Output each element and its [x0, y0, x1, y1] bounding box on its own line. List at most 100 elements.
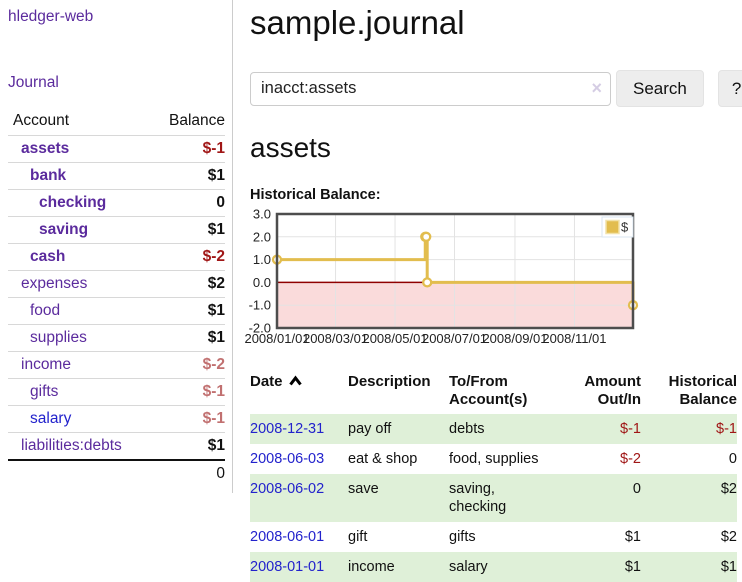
transaction-accounts: debts	[449, 420, 485, 437]
account-row: liabilities:debts $1	[8, 432, 225, 460]
svg-text:2008/09/01: 2008/09/01	[482, 331, 547, 346]
sidebar: hledger-web Journal Account Balance asse…	[0, 0, 233, 493]
transaction-description: eat & shop	[348, 450, 418, 467]
register-header-date[interactable]: Date	[250, 371, 348, 414]
account-balance: 0	[149, 189, 225, 217]
account-row: expenses $2	[8, 270, 225, 298]
transaction-amount: 0	[632, 480, 641, 497]
transaction-accounts: food, supplies	[449, 450, 539, 467]
svg-text:2.0: 2.0	[253, 229, 271, 244]
sort-ascending-icon	[288, 375, 302, 386]
transaction-balance: $2	[720, 529, 737, 546]
accounts-total-value: 0	[149, 459, 225, 487]
transaction-description: income	[348, 559, 395, 576]
transaction-date-link[interactable]: 2008-01-01	[250, 559, 325, 576]
account-link-checking[interactable]: checking	[39, 194, 107, 211]
search-help-button[interactable]: ?	[717, 70, 742, 107]
accounts-table: Account Balance assets $-1 bank $1 checkin…	[8, 109, 225, 487]
transaction-row: 2008-06-02 save saving, checking 0 $2	[250, 473, 737, 523]
transaction-row: 2008-06-03 eat & shop food, supplies $-2…	[250, 444, 737, 474]
account-row: salary $-1	[8, 405, 225, 433]
account-link-liabilities-debts[interactable]: liabilities:debts	[21, 437, 122, 454]
svg-text:0.0: 0.0	[253, 275, 271, 290]
accounts-header-balance: Balance	[149, 109, 225, 136]
transaction-balance: $-1	[716, 420, 737, 437]
transaction-row: 2008-06-01 gift gifts $1 $2	[250, 522, 737, 552]
transaction-amount: $1	[624, 559, 641, 576]
transaction-row: 2008-01-01 income salary $1 $1	[250, 552, 737, 582]
app-title-link[interactable]: hledger-web	[8, 8, 94, 25]
account-balance: $-2	[149, 243, 225, 271]
transaction-description: pay off	[348, 420, 392, 437]
transaction-row: 2008-12-31 pay off debts $-1 $-1	[250, 413, 737, 444]
transaction-balance: $2	[720, 480, 737, 497]
svg-text:1.0: 1.0	[253, 252, 271, 267]
svg-text:2008/07/01: 2008/07/01	[422, 331, 487, 346]
sidebar-item-journal[interactable]: Journal	[8, 74, 59, 91]
account-balance: $1	[149, 162, 225, 190]
account-row: supplies $1	[8, 324, 225, 352]
account-balance: $2	[149, 270, 225, 298]
account-link-income[interactable]: income	[21, 356, 71, 373]
svg-text:3.0: 3.0	[253, 207, 271, 222]
account-row: saving $1	[8, 216, 225, 244]
transaction-date-link[interactable]: 2008-06-01	[250, 529, 325, 546]
account-link-expenses[interactable]: expenses	[21, 275, 88, 292]
svg-text:-1.0: -1.0	[249, 298, 271, 313]
balance-chart: 3.0 2.0 1.0 0.0 -1.0 -2.02008/01/012008/03/01…	[244, 207, 639, 346]
account-link-supplies[interactable]: supplies	[30, 329, 87, 346]
svg-text:2008/03/01: 2008/03/01	[303, 331, 368, 346]
transaction-accounts: salary	[449, 559, 488, 576]
account-balance: $-1	[149, 378, 225, 406]
search-input[interactable]	[250, 71, 611, 106]
account-row: bank $1	[8, 162, 225, 190]
account-link-food[interactable]: food	[30, 302, 61, 319]
account-balance: $-1	[149, 405, 225, 433]
transaction-date-link[interactable]: 2008-12-31	[250, 420, 325, 437]
account-link-gifts[interactable]: gifts	[30, 383, 59, 400]
register-header-accounts: To/From Account(s)	[449, 373, 528, 409]
svg-text:2008/11/01: 2008/11/01	[542, 331, 606, 346]
account-balance: $-1	[202, 140, 225, 157]
transaction-description: save	[348, 480, 379, 497]
svg-text:2008/01/01: 2008/01/01	[244, 331, 309, 346]
page-title: sample.journal	[250, 4, 465, 41]
register-header-amount: Amount Out/In	[584, 373, 641, 409]
search-bar: × Search ?	[250, 70, 742, 107]
account-row: gifts $-1	[8, 378, 225, 406]
transaction-balance: 0	[728, 450, 737, 467]
account-link-cash[interactable]: cash	[30, 248, 66, 265]
account-link-bank[interactable]: bank	[30, 167, 67, 184]
account-row: food $1	[8, 297, 225, 325]
main-content: sample.journal × Search ? assets Histori…	[233, 0, 742, 582]
account-balance: $-2	[149, 351, 225, 379]
account-link-salary[interactable]: salary	[30, 410, 72, 427]
transaction-amount: $1	[624, 529, 641, 546]
transaction-amount: $-2	[620, 450, 641, 467]
clear-search-icon[interactable]: ×	[591, 77, 602, 98]
svg-text:-2.0: -2.0	[249, 321, 271, 336]
svg-text:$: $	[621, 220, 629, 235]
transaction-accounts: saving, checking	[449, 480, 507, 515]
transaction-balance: $1	[720, 559, 737, 576]
register-table: Date Description To/From Account(s) Amou…	[250, 371, 737, 582]
transaction-date-link[interactable]: 2008-06-03	[250, 450, 325, 467]
transaction-description: gift	[348, 529, 368, 546]
account-balance: $1	[149, 432, 225, 460]
transaction-amount: $-1	[620, 420, 641, 437]
account-link-assets[interactable]: assets	[21, 140, 70, 157]
accounts-header-account: Account	[8, 109, 150, 136]
svg-text:2008/05/01: 2008/05/01	[362, 331, 427, 346]
account-row: assets $-1	[8, 136, 225, 163]
account-row: cash $-2	[8, 243, 225, 271]
account-balance: $1	[149, 297, 225, 325]
account-row: checking 0	[8, 189, 225, 217]
chart-title: Historical Balance:	[250, 187, 381, 203]
account-row: income $-2	[8, 351, 225, 379]
search-button[interactable]: Search	[616, 70, 704, 107]
transaction-date-link[interactable]: 2008-06-02	[250, 480, 325, 497]
account-balance: $1	[149, 324, 225, 352]
account-heading: assets	[250, 132, 331, 163]
register-header-description: Description	[348, 373, 431, 390]
account-link-saving[interactable]: saving	[39, 221, 89, 238]
